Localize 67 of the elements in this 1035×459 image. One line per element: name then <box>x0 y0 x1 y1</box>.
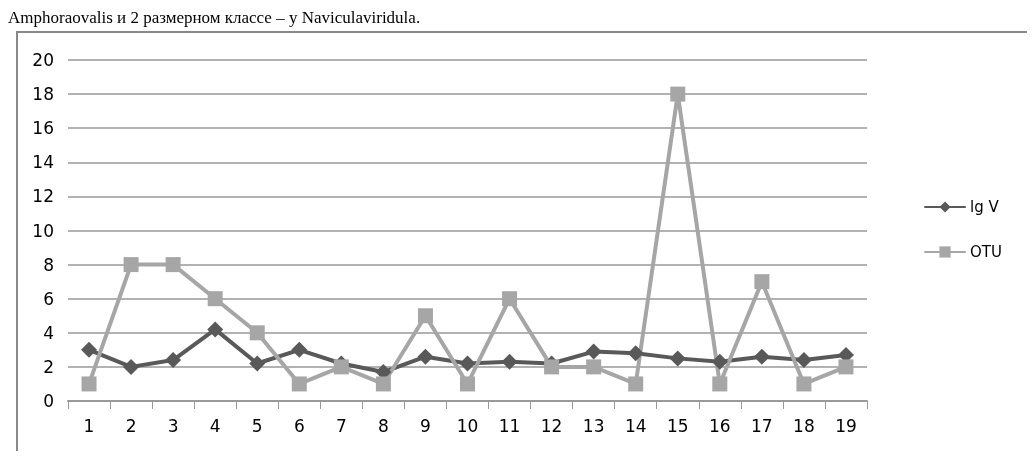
point <box>249 355 266 372</box>
point <box>417 308 433 324</box>
point <box>502 291 518 307</box>
legend-label: lg V <box>970 198 1000 216</box>
x-tick-label: 12 <box>540 415 563 436</box>
text: Amphoraovalis и 2 размерном классе – у Naviculaviridula. <box>8 8 421 27</box>
point <box>544 359 560 375</box>
point <box>123 358 140 375</box>
y-tick-label: 6 <box>43 288 54 309</box>
point <box>838 359 854 375</box>
x-tick-label: 6 <box>293 415 305 436</box>
x-tick-label: 14 <box>624 415 647 436</box>
y-tick-label: 10 <box>32 220 54 241</box>
point <box>375 376 391 392</box>
point <box>417 348 434 365</box>
point <box>501 353 518 370</box>
point <box>586 359 602 375</box>
x-tick-label: 16 <box>709 415 731 436</box>
y-tick-label: 0 <box>43 391 54 411</box>
point <box>291 341 308 358</box>
point <box>81 341 98 358</box>
x-tick-label: 7 <box>335 415 347 436</box>
point <box>627 345 644 362</box>
x-tick-label: 15 <box>666 415 689 436</box>
x-tick-label: 4 <box>209 415 221 436</box>
x-tick-label: 3 <box>167 415 179 436</box>
point <box>165 352 182 369</box>
y-tick-label: 12 <box>32 186 54 207</box>
x-tick-label: 9 <box>420 415 431 436</box>
point <box>207 291 223 307</box>
point <box>333 359 349 375</box>
point <box>460 376 475 392</box>
point <box>249 325 265 341</box>
x-tick-label: 1 <box>83 415 95 436</box>
point <box>628 376 644 392</box>
point <box>207 321 224 338</box>
legend-label: OTU <box>970 243 1002 261</box>
point <box>753 348 770 365</box>
x-tick-label: 19 <box>835 415 857 436</box>
point <box>669 350 686 367</box>
y-tick-label: 4 <box>43 322 54 343</box>
y-tick-label: 18 <box>32 84 54 105</box>
point <box>81 376 97 392</box>
point <box>123 257 139 273</box>
y-tick-label: 8 <box>43 254 54 275</box>
point <box>711 353 728 370</box>
x-tick-label: 10 <box>456 415 479 436</box>
y-tick-label: 14 <box>32 152 54 173</box>
point <box>796 376 812 392</box>
y-tick-label: 20 <box>32 50 54 70</box>
point <box>754 274 770 290</box>
x-tick-label: 11 <box>498 415 521 436</box>
x-tick-label: 13 <box>582 415 605 436</box>
y-tick-label: 16 <box>32 118 54 139</box>
point <box>712 376 728 392</box>
x-tick-label: 2 <box>125 415 137 436</box>
point <box>459 355 476 372</box>
point <box>795 352 812 369</box>
point <box>585 343 602 360</box>
x-tick-label: 17 <box>751 415 773 436</box>
x-tick-label: 8 <box>377 415 389 436</box>
x-tick-label: 18 <box>793 415 815 436</box>
point <box>165 257 181 273</box>
y-tick-label: 2 <box>43 356 54 377</box>
point <box>670 86 686 102</box>
x-tick-label: 5 <box>251 415 263 436</box>
point <box>291 376 307 392</box>
